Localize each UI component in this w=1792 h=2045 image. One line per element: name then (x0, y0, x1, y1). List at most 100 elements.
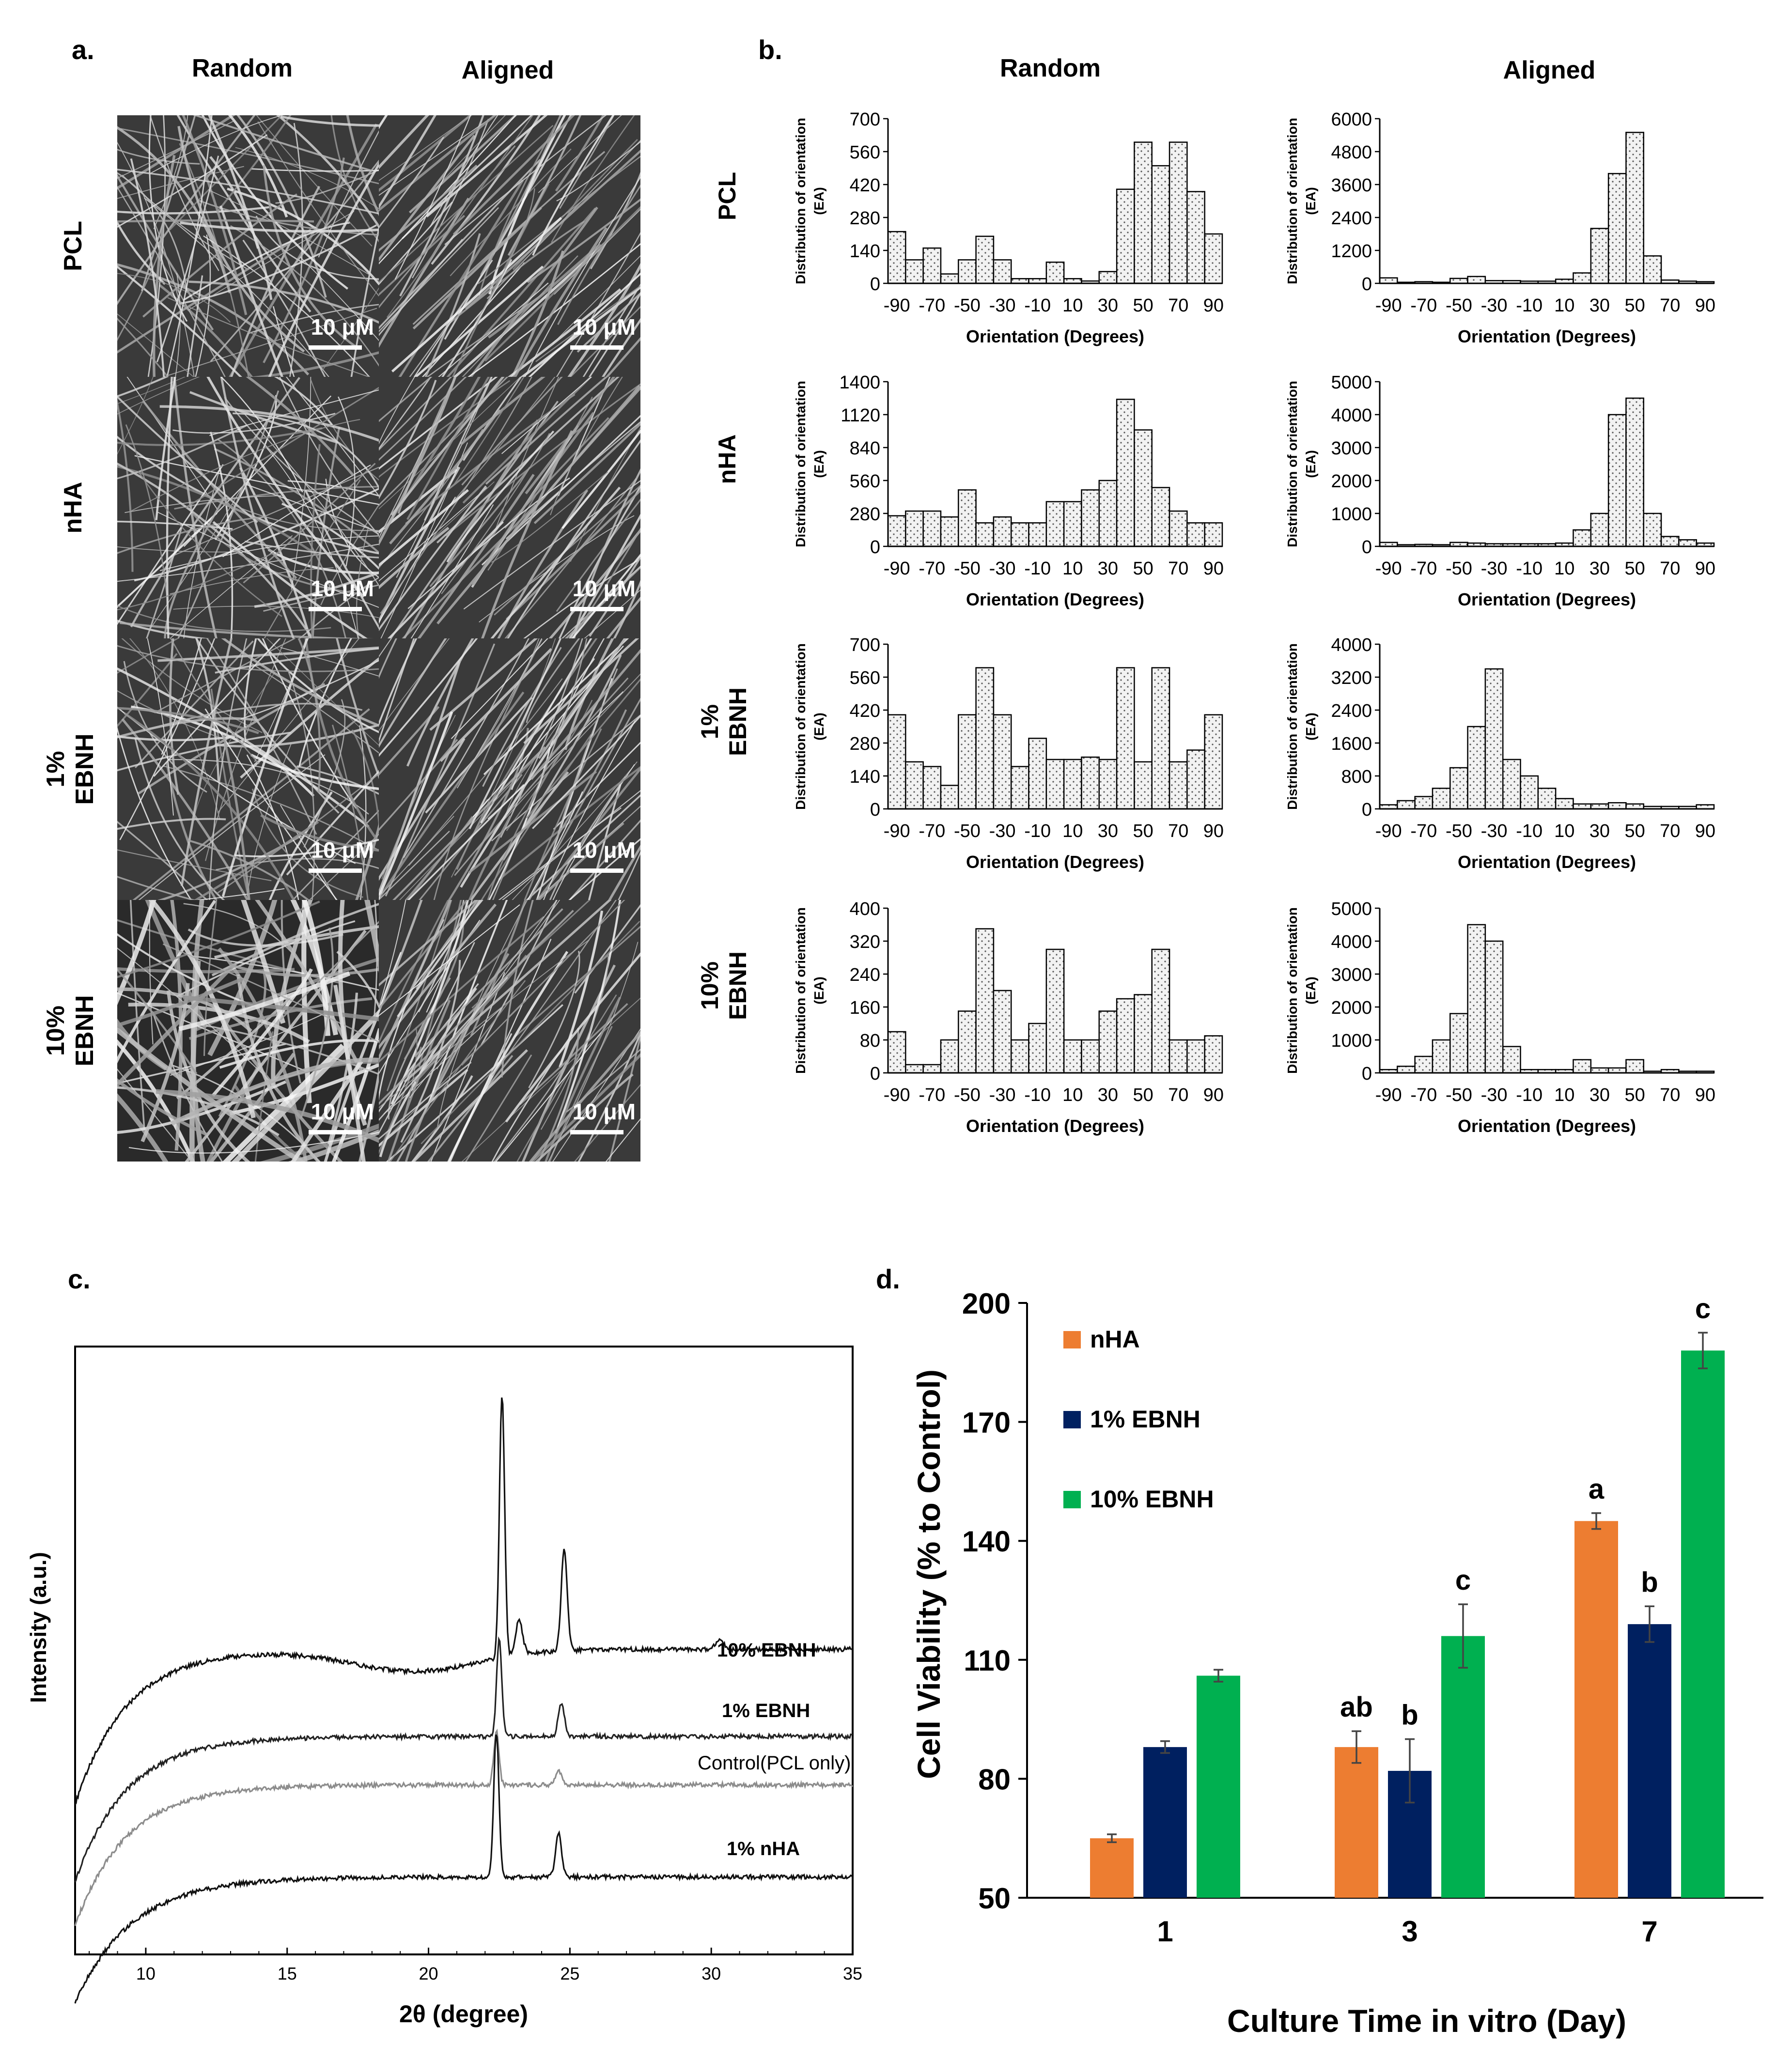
x-tick-label: -90 (1375, 558, 1402, 579)
panel-b-col-aligned: Aligned (1503, 56, 1596, 84)
panel-a-col-random: Random (192, 54, 293, 82)
histogram-bar (958, 489, 977, 547)
scale-bar (570, 345, 623, 350)
x-tick-label: -50 (1446, 295, 1472, 316)
y-tick-label: 160 (850, 998, 880, 1018)
panel-b-col-random: Random (1000, 54, 1101, 82)
x-tick-label: -50 (1446, 1085, 1472, 1105)
x-tick-label: 10 (1062, 821, 1083, 841)
xrd-plot-frame (74, 1346, 854, 1955)
x-tick-label: -30 (989, 821, 1016, 841)
histogram-bar (905, 510, 924, 547)
histogram-bar (1010, 766, 1029, 810)
sem-row-label-line: nHA (59, 482, 87, 534)
sem-row-label-10-ebnh: 10%EBNH (42, 995, 99, 1066)
scale-bar-label: 10 μM (311, 837, 374, 863)
y-tick-label: 1200 (1331, 241, 1372, 262)
y-tick-label: 3200 (1331, 668, 1372, 688)
histogram-bar (1414, 796, 1434, 810)
y-tick-label: 0 (1362, 537, 1372, 558)
x-tick-label: 30 (1098, 1085, 1118, 1105)
x-tick-label: 90 (1203, 558, 1224, 579)
x-tick-label: -70 (1410, 821, 1437, 841)
sem-row-label-line: EBNH (71, 733, 99, 805)
histogram-bar (958, 714, 977, 810)
histogram-bar (1116, 399, 1135, 547)
viability-bar (1681, 1350, 1725, 1898)
viability-legend: nHA 1% EBNH 10% EBNH (1063, 1326, 1214, 1513)
histogram-bar (1484, 940, 1504, 1074)
x-tick-label: -10 (1024, 295, 1051, 316)
x-tick-label: -90 (1375, 1085, 1402, 1105)
histogram-bar (975, 928, 995, 1074)
x-tick-label: -70 (919, 295, 945, 316)
histogram-bar (1625, 397, 1644, 547)
histogram-bar (1186, 522, 1205, 547)
histogram-bar (1098, 759, 1118, 810)
x-tick-label: 70 (1660, 821, 1680, 841)
y-tick-label: 1600 (1331, 734, 1372, 754)
histogram-bar (1573, 529, 1592, 547)
histogram-bar (958, 1010, 977, 1074)
x-axis-label: Orientation (Degrees) (966, 852, 1144, 872)
sem-image-pcl-random: 10 μM (117, 115, 379, 377)
scale-bar-label: 10 μM (573, 314, 636, 340)
histogram-bar (1134, 994, 1153, 1074)
histogram-bar (1678, 539, 1697, 547)
histogram-bar (1590, 228, 1609, 284)
histogram-bar (975, 667, 995, 810)
histogram-bar (1432, 1039, 1451, 1074)
viability-y-tick-label: 110 (964, 1644, 1011, 1677)
panel-a-label: a. (72, 34, 94, 65)
histogram-bar (1151, 948, 1170, 1074)
x-tick-label: -90 (1375, 821, 1402, 841)
histogram-bar (905, 1064, 924, 1074)
y-tick-label: 3000 (1331, 438, 1372, 459)
scale-bar-label: 10 μM (311, 576, 374, 601)
x-tick-label: 90 (1695, 821, 1715, 841)
y-axis-label-line: Distribution of orientation (1285, 118, 1300, 284)
x-tick-label: -50 (954, 558, 981, 579)
x-tick-label: -70 (1410, 295, 1437, 316)
x-tick-label: 50 (1624, 295, 1645, 316)
y-tick-label: 400 (850, 899, 880, 919)
y-tick-label: 3000 (1331, 965, 1372, 985)
xrd-x-tick-label: 35 (843, 1964, 862, 1983)
sem-row-label-line: PCL (59, 221, 87, 271)
y-tick-label: 80 (860, 1031, 880, 1051)
hist-row-label-line: 1% (696, 704, 723, 739)
histogram-bar (1660, 536, 1680, 547)
x-tick-label: 30 (1098, 558, 1118, 579)
significance-letter: ab (1340, 1691, 1373, 1723)
histogram-bar (1590, 1067, 1609, 1074)
x-tick-label: 90 (1695, 1085, 1715, 1105)
x-tick-label: -50 (1446, 821, 1472, 841)
x-tick-label: -50 (954, 1085, 981, 1105)
histogram-bar (1607, 173, 1627, 284)
histogram-bar (1010, 522, 1029, 547)
sem-image-1-ebnh-aligned: 10 μM (379, 638, 640, 900)
histogram-bar (1169, 1039, 1188, 1074)
y-tick-label: 420 (850, 175, 880, 196)
x-tick-label: 30 (1589, 821, 1610, 841)
sem-row-label-nha: nHA (59, 482, 87, 534)
x-tick-label: -90 (884, 821, 910, 841)
x-tick-label: -90 (884, 1085, 910, 1105)
xrd-label-control: Control(PCL only) (698, 1752, 851, 1774)
scale-bar-label: 10 μM (573, 837, 636, 863)
y-tick-label: 280 (850, 208, 880, 229)
panel-b-label: b. (758, 34, 782, 65)
histogram-bar (1607, 414, 1627, 547)
x-tick-label: 70 (1660, 1085, 1680, 1105)
xrd-curve-control (74, 1728, 854, 1926)
x-tick-label: -30 (1481, 558, 1508, 579)
viability-bar (1197, 1675, 1240, 1898)
y-tick-label: 700 (850, 635, 880, 655)
sem-image-nha-aligned: 10 μM (379, 377, 640, 638)
histogram-bar (922, 510, 942, 547)
xrd-label-1-nha: 1% nHA (727, 1838, 800, 1859)
y-tick-label: 2400 (1331, 208, 1372, 229)
x-axis-label: Orientation (Degrees) (966, 589, 1144, 609)
